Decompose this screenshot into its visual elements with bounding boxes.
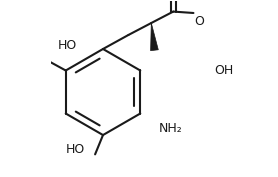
Polygon shape	[151, 23, 158, 51]
Text: HO: HO	[57, 39, 77, 52]
Text: OH: OH	[215, 64, 234, 78]
Text: HO: HO	[66, 143, 85, 156]
Text: NH₂: NH₂	[159, 122, 183, 135]
Text: O: O	[194, 15, 204, 28]
